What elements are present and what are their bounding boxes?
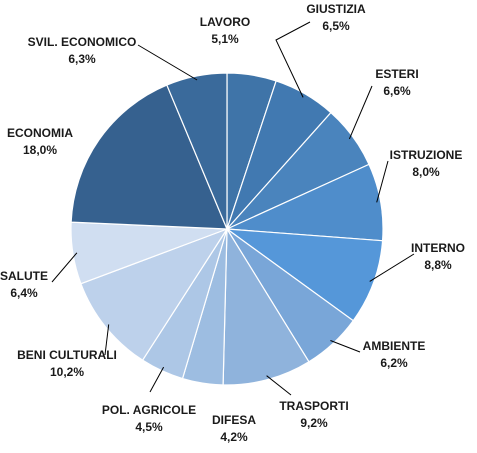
slice-value-salute: 6,4% <box>10 286 38 300</box>
slice-labels: LAVORO 5,1% GIUSTIZIA 6,5% ESTERI 6,6% ISTRUZI… <box>0 2 465 444</box>
slice-value-lavoro: 5,1% <box>211 32 239 46</box>
slice-value-beni-culturali: 10,2% <box>50 365 84 379</box>
slice-label-salute: SALUTE <box>0 269 48 283</box>
slice-value-ambiente: 6,2% <box>380 356 408 370</box>
pie-slice-beni-culturali <box>80 227 229 362</box>
slice-label-interno: INTERNO <box>411 241 465 255</box>
leader-line-trasporti <box>266 375 292 396</box>
pie-slice-economia <box>70 84 228 230</box>
slice-value-esteri: 6,6% <box>383 84 411 98</box>
slice-value-pol-agricole: 4,5% <box>135 420 163 434</box>
slice-value-economia: 18,0% <box>23 143 57 157</box>
leader-line-giustizia <box>275 21 311 98</box>
leader-line-beni-culturali <box>104 324 110 356</box>
slice-value-interno: 8,8% <box>424 258 452 272</box>
slice-value-trasporti: 9,2% <box>300 416 328 430</box>
leader-line-ambiente <box>330 340 361 353</box>
leader-line-pol-agricole <box>149 366 165 393</box>
slice-label-beni-culturali: BENI CULTURALI <box>17 348 117 362</box>
slice-label-esteri: ESTERI <box>375 67 418 81</box>
slice-label-trasporti: TRASPORTI <box>279 399 348 413</box>
slice-label-pol-agricole: POL. AGRICOLE <box>102 403 196 417</box>
slice-label-economia: ECONOMIA <box>7 126 73 140</box>
slice-label-istruzione: ISTRUZIONE <box>390 148 463 162</box>
pie-slice-interno <box>224 228 384 322</box>
pie-slices <box>70 72 384 386</box>
leader-line-interno <box>369 253 415 282</box>
slice-value-svil-economico: 6,3% <box>68 52 96 66</box>
slice-value-istruzione: 8,0% <box>412 165 440 179</box>
leader-lines <box>51 21 415 396</box>
slice-label-svil-economico: SVIL. ECONOMICO <box>28 35 137 49</box>
leader-line-esteri <box>348 85 373 140</box>
pie-slice-svil-economico <box>166 72 228 230</box>
slice-label-giustizia: GIUSTIZIA <box>306 2 366 16</box>
pie-slice-trasporti <box>222 226 310 386</box>
slice-label-difesa: DIFESA <box>212 413 256 427</box>
slice-label-lavoro: LAVORO <box>200 15 250 29</box>
leader-line-istruzione <box>376 160 389 203</box>
slice-label-ambiente: AMBIENTE <box>363 339 426 353</box>
slice-value-difesa: 4,2% <box>220 430 248 444</box>
slice-value-giustizia: 6,5% <box>322 19 350 33</box>
leader-line-svil-economico <box>137 44 198 81</box>
leader-line-salute <box>51 252 78 283</box>
